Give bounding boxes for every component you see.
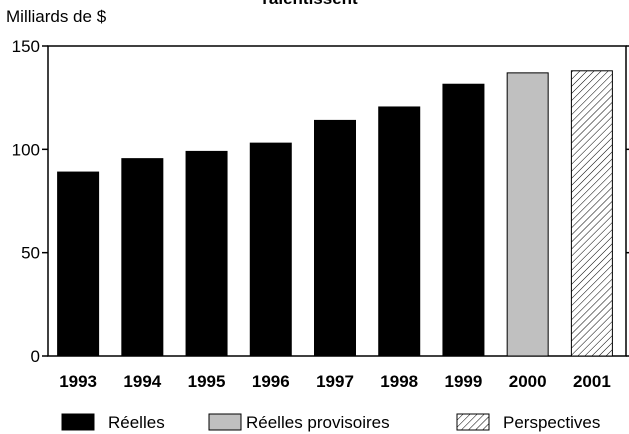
bar-1993 xyxy=(57,171,100,357)
y-axis: 0 50 100 150 xyxy=(12,37,629,366)
bars xyxy=(57,70,613,357)
legend-swatch-projected xyxy=(456,413,490,431)
legend-label-provisional: Réelles provisoires xyxy=(246,413,390,432)
y-axis-label: Milliards de $ xyxy=(6,7,107,26)
bar-2000 xyxy=(506,72,549,357)
x-axis-labels: 1993 1994 1995 1996 1997 1998 1999 2000 2001 xyxy=(59,372,611,391)
x-tick-label-2000: 2000 xyxy=(509,372,547,391)
y-tick-label-150: 150 xyxy=(12,37,40,56)
x-tick-label-1999: 1999 xyxy=(445,372,483,391)
legend-swatch-actual xyxy=(61,413,95,431)
x-tick-label-1995: 1995 xyxy=(188,372,226,391)
bar-1999 xyxy=(442,83,485,357)
bar-1995 xyxy=(185,150,228,357)
bar-1994 xyxy=(121,158,164,357)
x-tick-label-2001: 2001 xyxy=(573,372,611,391)
legend-label-actual: Réelles xyxy=(108,413,165,432)
chart-title: ralentissent xyxy=(262,0,358,8)
y-tick-label-50: 50 xyxy=(21,244,40,263)
y-tick-label-100: 100 xyxy=(12,140,40,159)
bar-1997 xyxy=(314,119,356,357)
x-tick-label-1996: 1996 xyxy=(252,372,290,391)
x-tick-label-1998: 1998 xyxy=(380,372,418,391)
x-tick-label-1993: 1993 xyxy=(59,372,97,391)
legend-swatch-provisional xyxy=(208,413,242,431)
legend-label-projected: Perspectives xyxy=(503,413,600,432)
y-tick-label-0: 0 xyxy=(31,347,40,366)
x-tick-label-1994: 1994 xyxy=(123,372,161,391)
bar-2001 xyxy=(570,70,613,357)
x-tick-label-1997: 1997 xyxy=(316,372,354,391)
legend: Réelles Réelles provisoires Perspectives xyxy=(61,413,600,432)
bar-1998 xyxy=(378,106,421,357)
bar-1996 xyxy=(249,142,292,357)
